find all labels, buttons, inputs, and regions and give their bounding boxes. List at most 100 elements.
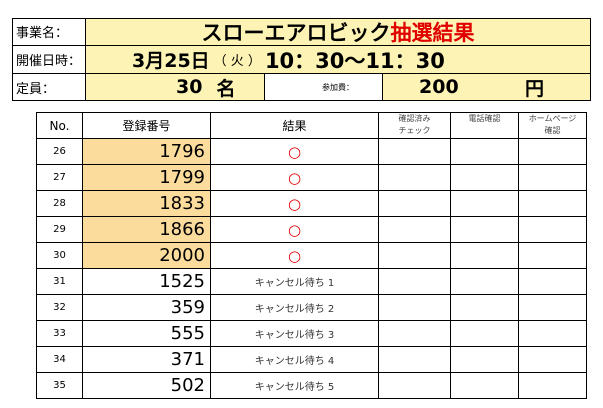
registration-number: 1866 xyxy=(82,216,211,243)
confirm-check-cell xyxy=(378,216,451,243)
result-win-mark: ○ xyxy=(210,242,379,269)
row-number: 31 xyxy=(36,268,83,295)
phone-confirm-cell xyxy=(450,216,519,243)
row-number: 27 xyxy=(36,164,83,191)
col-header-no: No. xyxy=(36,112,83,139)
event-title-main: スローエアロビック xyxy=(201,21,391,45)
row-number: 29 xyxy=(36,216,83,243)
homepage-confirm-cell xyxy=(518,164,587,191)
table-row: 30 2000 ○ xyxy=(36,242,587,269)
table-row: 28 1833 ○ xyxy=(36,190,587,217)
row-number: 28 xyxy=(36,190,83,217)
homepage-confirm-cell xyxy=(518,216,587,243)
col-header-result: 結果 xyxy=(210,112,379,139)
homepage-confirm-cell xyxy=(518,242,587,269)
phone-confirm-cell xyxy=(450,268,519,295)
table-row: 32 359 キャンセル待ち 2 xyxy=(36,294,587,321)
header-row-divider xyxy=(12,73,591,74)
registration-number: 359 xyxy=(82,294,211,321)
table-row: 31 1525 キャンセル待ち 1 xyxy=(36,268,587,295)
event-name-label: 事業名： xyxy=(16,26,69,41)
table-row: 27 1799 ○ xyxy=(36,164,587,191)
row-number: 32 xyxy=(36,294,83,321)
event-title-result: 抽選結果 xyxy=(390,21,475,45)
capacity-value-box: 30 名 xyxy=(86,74,264,100)
col-header-confirm-check: 確認済み チェック xyxy=(378,112,451,139)
event-weekday: （ 火 ） xyxy=(213,54,261,69)
registration-number: 371 xyxy=(82,346,211,373)
lottery-results-table: No. 登録番号 結果 確認済み チェック 電話確認 ホームページ 確認 26 1… xyxy=(36,112,587,399)
col-header-registration: 登録番号 xyxy=(82,112,211,139)
confirm-check-cell xyxy=(378,268,451,295)
result-win-mark: ○ xyxy=(210,190,379,217)
phone-confirm-cell xyxy=(450,372,519,399)
confirm-check-cell xyxy=(378,294,451,321)
homepage-confirm-cell xyxy=(518,294,587,321)
capacity-label: 定員： xyxy=(16,82,56,97)
fee-value-box: 200 円 xyxy=(383,74,590,100)
homepage-confirm-cell xyxy=(518,320,587,347)
phone-confirm-cell xyxy=(450,320,519,347)
registration-number: 1833 xyxy=(82,190,211,217)
row-number: 26 xyxy=(36,138,83,165)
phone-confirm-cell xyxy=(450,164,519,191)
registration-number: 2000 xyxy=(82,242,211,269)
table-body: 26 1796 ○ 27 1799 ○ 28 1833 ○ 29 1866 ○ 30 2000 ○ 31 152… xyxy=(36,138,587,399)
result-waitlist: キャンセル待ち 4 xyxy=(210,346,379,373)
event-time: 10：30〜11：30 xyxy=(264,48,445,73)
col-header-phone-confirm: 電話確認 xyxy=(450,112,519,139)
table-row: 33 555 キャンセル待ち 3 xyxy=(36,320,587,347)
fee-unit: 円 xyxy=(525,77,545,100)
phone-confirm-cell xyxy=(450,138,519,165)
event-header: 事業名： スローエアロビック 抽選結果 開催日時： 3月25日 （ 火 ） 10：… xyxy=(12,18,591,101)
phone-confirm-cell xyxy=(450,242,519,269)
registration-number: 1525 xyxy=(82,268,211,295)
confirm-check-cell xyxy=(378,138,451,165)
result-waitlist: キャンセル待ち 1 xyxy=(210,268,379,295)
registration-number: 1796 xyxy=(82,138,211,165)
homepage-confirm-cell xyxy=(518,372,587,399)
fee-value: 200 xyxy=(419,76,459,98)
event-datetime-label: 開催日時： xyxy=(16,54,82,69)
confirm-check-cell xyxy=(378,190,451,217)
table-row: 29 1866 ○ xyxy=(36,216,587,243)
registration-number: 1799 xyxy=(82,164,211,191)
table-header-row: No. 登録番号 結果 確認済み チェック 電話確認 ホームページ 確認 xyxy=(36,112,587,139)
fee-label: 参加費： xyxy=(322,83,354,92)
header-col-divider xyxy=(264,74,265,101)
header-row-divider xyxy=(12,45,591,46)
homepage-confirm-cell xyxy=(518,190,587,217)
table-row: 34 371 キャンセル待ち 4 xyxy=(36,346,587,373)
result-win-mark: ○ xyxy=(210,164,379,191)
homepage-confirm-cell xyxy=(518,268,587,295)
confirm-check-cell xyxy=(378,242,451,269)
event-date: 3月25日 xyxy=(132,50,210,72)
result-win-mark: ○ xyxy=(210,138,379,165)
header-col-divider xyxy=(382,74,383,101)
homepage-confirm-cell xyxy=(518,138,587,165)
row-number: 33 xyxy=(36,320,83,347)
row-number: 35 xyxy=(36,372,83,399)
homepage-confirm-cell xyxy=(518,346,587,373)
confirm-check-cell xyxy=(378,372,451,399)
event-datetime: 3月25日 （ 火 ） 10：30〜11：30 xyxy=(86,46,590,73)
phone-confirm-cell xyxy=(450,190,519,217)
phone-confirm-cell xyxy=(450,294,519,321)
row-number: 34 xyxy=(36,346,83,373)
confirm-check-cell xyxy=(378,164,451,191)
confirm-check-cell xyxy=(378,346,451,373)
result-waitlist: キャンセル待ち 3 xyxy=(210,320,379,347)
capacity-unit: 名 xyxy=(216,77,236,100)
result-waitlist: キャンセル待ち 5 xyxy=(210,372,379,399)
header-border xyxy=(12,18,591,101)
header-col-divider xyxy=(85,18,86,101)
table-row: 35 502 キャンセル待ち 5 xyxy=(36,372,587,399)
table-row: 26 1796 ○ xyxy=(36,138,587,165)
registration-number: 502 xyxy=(82,372,211,399)
capacity-value: 30 xyxy=(176,76,203,98)
result-waitlist: キャンセル待ち 2 xyxy=(210,294,379,321)
row-number: 30 xyxy=(36,242,83,269)
phone-confirm-cell xyxy=(450,346,519,373)
col-header-homepage-confirm: ホームページ 確認 xyxy=(518,112,587,139)
confirm-check-cell xyxy=(378,320,451,347)
